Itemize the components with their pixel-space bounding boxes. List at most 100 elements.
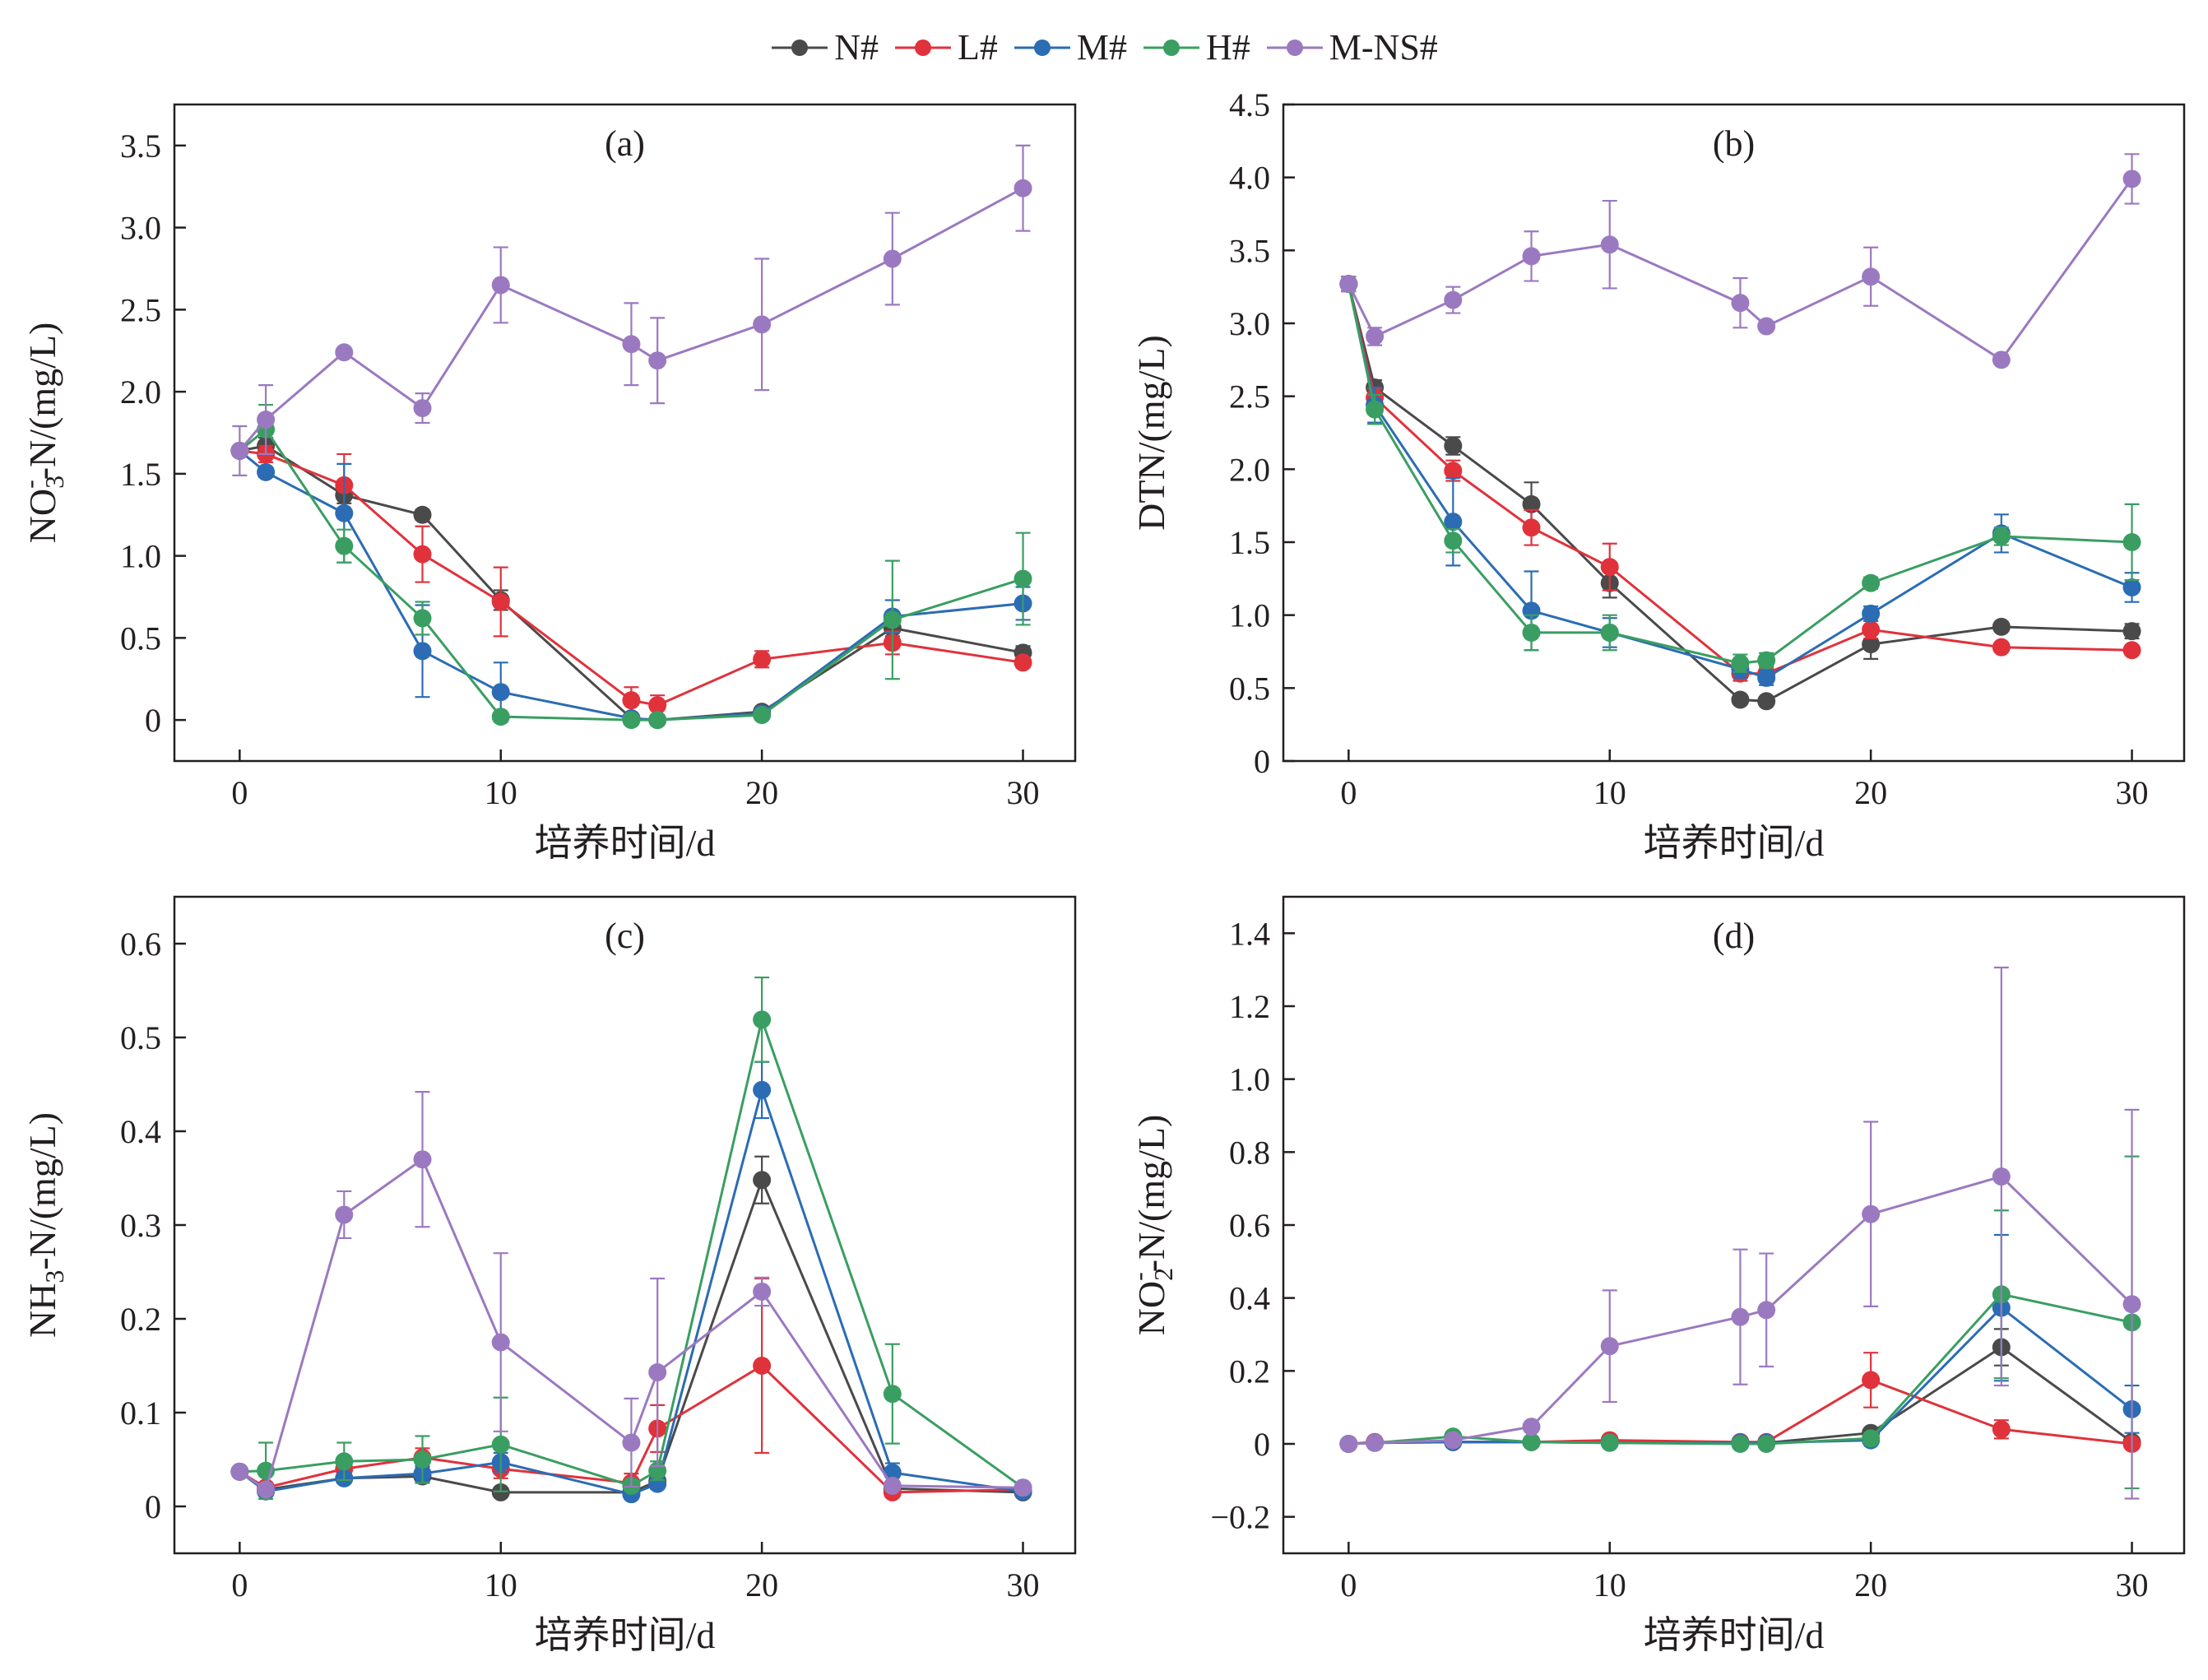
series-line bbox=[239, 1085, 1023, 1496]
x-axis-title: 培养时间/d bbox=[535, 822, 716, 864]
data-point bbox=[413, 399, 432, 418]
data-point bbox=[1992, 1167, 2011, 1186]
data-point bbox=[883, 249, 902, 268]
x-axis-title: 培养时间/d bbox=[1644, 822, 1825, 864]
data-point bbox=[1522, 623, 1541, 642]
data-point bbox=[753, 315, 772, 334]
data-point bbox=[1757, 1301, 1776, 1320]
y-tick-label: 0 bbox=[145, 1488, 161, 1525]
y-tick-label: 0.3 bbox=[120, 1207, 161, 1244]
x-tick-label: 10 bbox=[1593, 774, 1626, 811]
data-point bbox=[1014, 653, 1032, 672]
legend-marker bbox=[1143, 39, 1199, 56]
y-tick-label: 0.5 bbox=[120, 1019, 161, 1056]
y-tick-label: 1.4 bbox=[1229, 915, 1270, 952]
data-point bbox=[1366, 327, 1385, 346]
data-point bbox=[648, 1362, 667, 1381]
panel-label: (a) bbox=[605, 123, 645, 164]
data-point bbox=[1444, 290, 1463, 309]
data-point bbox=[1862, 267, 1881, 286]
x-tick-label: 20 bbox=[745, 774, 778, 811]
data-point bbox=[1339, 275, 1358, 294]
x-tick-label: 0 bbox=[231, 774, 248, 811]
data-point bbox=[491, 1333, 510, 1352]
data-point bbox=[335, 343, 354, 362]
series-line bbox=[239, 1014, 1024, 1489]
panel-b: 0 0.5 1.0 1.5 2.0 2.5 3.0 3.5 4.0 4.5 0 10 20 30 (b) 培养… bbox=[1130, 86, 2186, 864]
series-L# bbox=[230, 441, 1032, 717]
x-tick-label: 30 bbox=[2116, 1566, 2149, 1603]
y-tick-label: 1.0 bbox=[120, 538, 161, 575]
data-point bbox=[413, 1450, 432, 1469]
data-point bbox=[1992, 350, 2011, 369]
data-point bbox=[1366, 1433, 1385, 1452]
data-point bbox=[1862, 573, 1881, 592]
y-tick-label: 1.0 bbox=[1229, 1061, 1270, 1098]
legend-item: M# bbox=[1013, 30, 1127, 66]
data-point bbox=[1862, 620, 1881, 639]
data-point bbox=[1731, 1307, 1750, 1326]
data-point bbox=[1757, 651, 1776, 670]
x-tick-label: 10 bbox=[485, 1566, 517, 1603]
data-point bbox=[413, 1150, 432, 1169]
data-point bbox=[883, 1385, 902, 1404]
data-point bbox=[1731, 1435, 1750, 1453]
data-point bbox=[1600, 1433, 1619, 1452]
y-tick-label: 4.0 bbox=[1229, 160, 1270, 197]
data-point bbox=[257, 462, 276, 481]
y-tick-label: 1.0 bbox=[1229, 597, 1270, 634]
legend-label: M-NS# bbox=[1329, 27, 1438, 67]
data-point bbox=[2122, 169, 2141, 188]
data-point bbox=[1731, 294, 1750, 313]
series-M-NS# bbox=[230, 144, 1032, 476]
data-point bbox=[622, 335, 641, 354]
legend-label: H# bbox=[1205, 27, 1250, 67]
y-tick-label: 2.0 bbox=[1229, 451, 1270, 488]
data-point bbox=[1444, 1431, 1463, 1450]
panel-label: (d) bbox=[1713, 916, 1755, 956]
y-tick-label: 1.5 bbox=[120, 456, 161, 493]
series-line bbox=[239, 187, 1024, 452]
series-H# bbox=[230, 403, 1032, 730]
x-tick-label: 0 bbox=[231, 1566, 248, 1603]
y-tick-label: 3.5 bbox=[120, 128, 161, 165]
data-point bbox=[1757, 1435, 1776, 1453]
x-tick-label: 0 bbox=[1340, 1566, 1357, 1603]
data-point bbox=[1366, 400, 1385, 419]
data-point bbox=[1522, 247, 1541, 266]
plot-frame bbox=[1282, 895, 2186, 1555]
data-point bbox=[2122, 641, 2141, 660]
data-point bbox=[648, 351, 667, 370]
data-point bbox=[1862, 1204, 1881, 1223]
data-point bbox=[413, 545, 432, 564]
x-tick-label: 30 bbox=[1007, 774, 1040, 811]
data-point bbox=[2122, 1295, 2141, 1314]
data-point bbox=[1757, 692, 1776, 711]
data-point bbox=[335, 1205, 354, 1224]
data-point bbox=[1600, 1337, 1619, 1356]
series-L# bbox=[1339, 275, 2141, 683]
x-tick-label: 30 bbox=[2116, 774, 2149, 811]
data-point bbox=[648, 711, 667, 730]
data-point bbox=[2122, 533, 2141, 551]
series-line bbox=[1348, 1175, 2133, 1446]
plot-frame bbox=[1282, 103, 2186, 763]
data-point bbox=[230, 1462, 249, 1481]
data-point bbox=[753, 1010, 772, 1029]
data-point bbox=[753, 1357, 772, 1375]
legend-marker bbox=[1014, 39, 1070, 56]
y-tick-label: 3.0 bbox=[1229, 305, 1270, 342]
panel-d: −0.2 0 0.2 0.4 0.6 0.8 1.0 1.2 1.4 0 10 20 30 (d) 培养时间… bbox=[1124, 895, 2186, 1656]
data-point bbox=[648, 696, 667, 715]
data-point bbox=[491, 683, 510, 702]
data-point bbox=[1862, 1429, 1881, 1448]
data-point bbox=[413, 609, 432, 628]
data-point bbox=[2122, 578, 2141, 596]
y-tick-label: 2.5 bbox=[120, 291, 161, 328]
data-point bbox=[491, 708, 510, 726]
panel-a: 0 0.5 1.0 1.5 2.0 2.5 3.0 3.5 0 10 20 30 (a) 培养时间/d NO… bbox=[15, 103, 1077, 864]
legend-label: N# bbox=[834, 27, 879, 67]
data-point bbox=[1862, 604, 1881, 623]
plot-frame bbox=[173, 895, 1077, 1555]
